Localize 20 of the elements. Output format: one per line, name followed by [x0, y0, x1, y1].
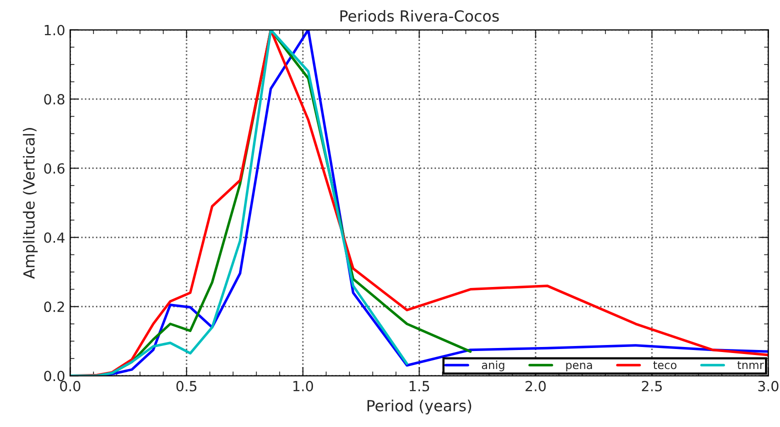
x-tick-label: 2.0 [526, 380, 546, 392]
y-tick-label: 0.4 [44, 232, 65, 243]
chart-title: Periods Rivera-Cocos [340, 10, 499, 22]
x-tick-label: 1.0 [293, 380, 314, 392]
y-tick-label: 1.0 [44, 24, 64, 36]
y-tick-label: 0.6 [44, 163, 64, 174]
legend-label: teco [653, 361, 676, 370]
x-tick-label: 0.0 [60, 380, 80, 392]
x-tick-label: 3.0 [758, 380, 778, 392]
y-axis-title: Amplitude (Vertical) [22, 128, 38, 279]
legend-label: pena [566, 362, 592, 372]
legend-label: tnmr [737, 361, 764, 370]
x-tick-label: 0.5 [176, 380, 196, 392]
y-tick-label: 0.8 [44, 94, 64, 105]
legend-label: anig [482, 360, 504, 372]
x-tick-label: 1.5 [410, 381, 430, 392]
x-axis-title: Period (years) [368, 400, 472, 414]
x-tick-label: 2.5 [642, 380, 662, 392]
y-tick-label: 0.2 [44, 302, 64, 312]
y-tick-label: 0.0 [44, 370, 64, 382]
